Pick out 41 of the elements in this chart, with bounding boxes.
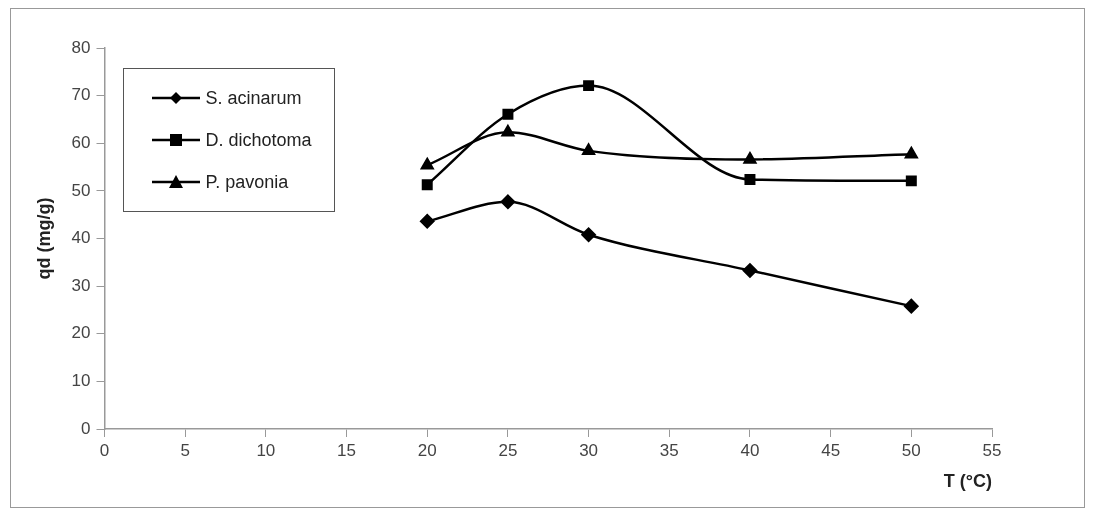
point [905,175,917,187]
point [419,214,435,229]
y-tick-label: 50 [71,180,91,200]
y-tick-label: 80 [71,37,91,57]
y-tick-label: 40 [71,228,91,248]
x-tick-label: 25 [498,440,518,460]
point [583,80,595,92]
point [904,146,918,159]
y-axis-title: qd (mg/g) [33,197,54,280]
point [904,298,919,314]
y-tick-label: 0 [81,418,91,438]
x-tick-label: 10 [256,440,276,460]
y-tick-label: 60 [71,132,91,152]
point [500,194,516,210]
x-tick-label: 5 [180,440,190,460]
x-tick-label: 45 [821,440,841,460]
y-tick-label: 30 [71,275,91,295]
x-axis-title: T (°C) [943,471,992,492]
point [420,157,434,170]
legend-label: S. acinarum [205,87,302,109]
x-tick-label: 0 [99,440,110,460]
point [581,227,596,242]
x-tick-label: 40 [740,440,760,460]
legend-label: P. pavonia [205,171,289,193]
point [421,179,433,191]
point [743,152,757,164]
legend-label: D. dichotoma [205,129,312,151]
point [742,263,758,278]
x-tick-label: 35 [659,440,679,460]
y-tick-label: 10 [71,371,91,391]
point [502,108,514,120]
x-tick-label: 50 [901,440,921,460]
x-tick-label: 30 [579,440,599,460]
point [582,143,596,156]
x-tick-label: 20 [417,440,437,460]
point [501,125,515,137]
y-tick-label: 70 [71,85,91,105]
point [744,173,756,185]
x-tick-label: 55 [982,440,1002,460]
x-tick-label: 15 [337,440,357,460]
y-tick-label: 20 [71,323,91,343]
